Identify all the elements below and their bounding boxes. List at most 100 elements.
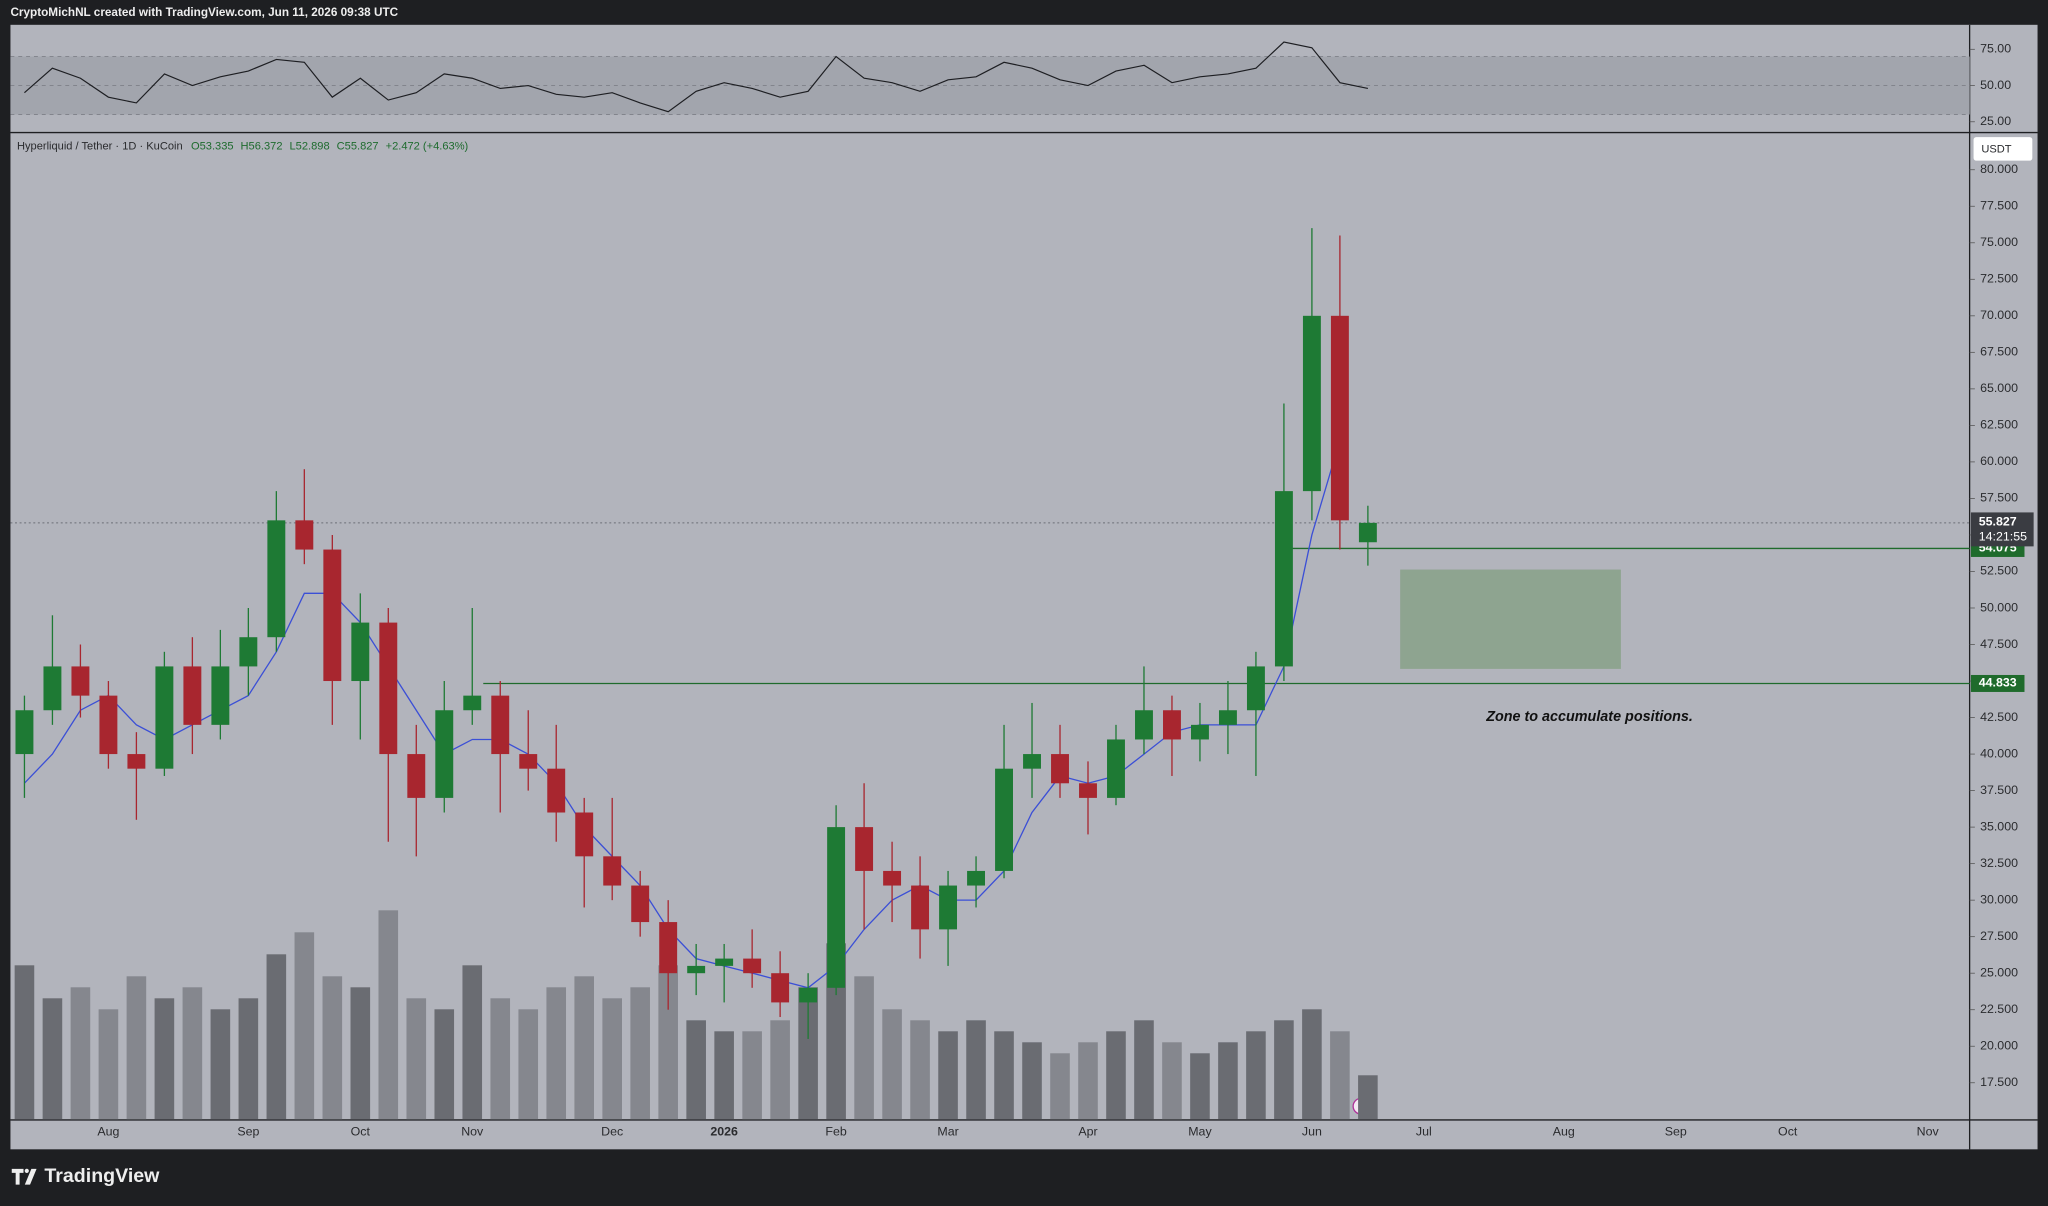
y-tick-label: 47.500 xyxy=(1980,637,2018,651)
y-tick-label: 20.000 xyxy=(1980,1039,2018,1053)
y-tick-label: 52.500 xyxy=(1980,564,2018,578)
candle-body xyxy=(435,710,454,798)
candle-body xyxy=(659,922,678,974)
candle-body xyxy=(603,856,622,886)
x-tick-label: Feb xyxy=(825,1125,846,1139)
volume-bar xyxy=(378,910,399,1120)
candle-body xyxy=(1330,315,1349,521)
y-tick-label: 37.500 xyxy=(1980,783,2018,797)
candle-body xyxy=(71,666,90,696)
candle-body xyxy=(1274,491,1293,667)
volume-bar xyxy=(1246,1031,1266,1120)
candle-body xyxy=(855,827,874,871)
y-tick-label: 62.500 xyxy=(1980,418,2018,432)
volume-bar xyxy=(182,987,203,1120)
volume-bar xyxy=(294,932,315,1120)
countdown: 14:21:55 xyxy=(1979,530,2027,544)
candle-body xyxy=(799,987,818,1003)
credit: CryptoMichNL created with TradingView.co… xyxy=(10,6,398,19)
brand: TradingView xyxy=(44,1165,160,1187)
x-tick-label: Nov xyxy=(1917,1125,1940,1139)
volume-bar xyxy=(742,1031,762,1120)
volume-bar xyxy=(770,1020,790,1120)
y-tick-label: 50.000 xyxy=(1980,600,2018,614)
currency: USDT xyxy=(1981,143,2011,155)
volume-bar xyxy=(994,1031,1014,1120)
candle-body xyxy=(1051,754,1069,784)
y-tick-label: 40.000 xyxy=(1980,746,2018,760)
y-tick-label: 80.000 xyxy=(1980,162,2018,176)
x-tick-label: Oct xyxy=(1778,1125,1798,1139)
candle-body xyxy=(155,666,174,769)
y-tick-label: 25.000 xyxy=(1980,965,2018,979)
candle-body xyxy=(547,768,566,813)
legend-change: +2.472 (+4.63%) xyxy=(386,140,469,152)
candle-body xyxy=(939,885,958,930)
candle-body xyxy=(351,622,370,682)
volume-bar xyxy=(42,998,63,1120)
candle-body xyxy=(183,666,202,725)
volume-bar xyxy=(1302,1009,1322,1120)
volume-bar xyxy=(658,965,678,1120)
volume-bar xyxy=(518,1009,539,1120)
volume-bar xyxy=(154,998,175,1120)
volume-bar xyxy=(126,976,147,1120)
volume-bar xyxy=(98,1009,119,1120)
rsi-line xyxy=(24,41,1369,113)
volume-bar xyxy=(70,987,91,1120)
candle-body xyxy=(1079,783,1097,798)
volume-bar xyxy=(910,1020,930,1120)
volume-bar xyxy=(406,998,427,1120)
candle-body xyxy=(463,695,482,711)
x-tick-label: Aug xyxy=(1553,1125,1575,1139)
x-tick-label: Jul xyxy=(1416,1125,1432,1139)
candle-body xyxy=(1302,315,1321,492)
candle-body xyxy=(491,695,510,755)
legend-open: O53.335 xyxy=(191,140,234,152)
accumulation-zone xyxy=(1400,569,1621,669)
candle-body xyxy=(995,768,1013,871)
volume-bar xyxy=(1274,1020,1294,1120)
level-label: 44.833 xyxy=(1979,676,2017,690)
y-tick-label: 75.000 xyxy=(1980,235,2018,249)
x-tick-label: 2026 xyxy=(710,1125,738,1139)
volume-bar xyxy=(14,965,35,1120)
candle-body xyxy=(715,958,734,966)
candle-body xyxy=(379,622,398,755)
volume-bar xyxy=(854,976,874,1120)
volume-bar xyxy=(1190,1053,1210,1120)
volume-bar xyxy=(1162,1042,1182,1120)
candle-body xyxy=(239,637,258,667)
volume-bar xyxy=(210,1009,231,1120)
volume-bar xyxy=(1106,1031,1126,1120)
candle-body xyxy=(1218,710,1237,725)
volume-bar xyxy=(462,965,483,1120)
rsi-tick-label: 25.00 xyxy=(1980,114,2011,128)
x-tick-label: Sep xyxy=(237,1125,259,1139)
volume-bar xyxy=(238,998,259,1120)
zone-label: Zone to accumulate positions. xyxy=(1485,709,1693,725)
candle-body xyxy=(407,754,426,798)
volume-bar xyxy=(1218,1042,1238,1120)
candle-body xyxy=(519,754,538,769)
y-tick-label: 42.500 xyxy=(1980,710,2018,724)
candle-body xyxy=(211,666,230,725)
y-tick-label: 22.500 xyxy=(1980,1002,2018,1016)
volume-bar xyxy=(966,1020,986,1120)
volume-bar xyxy=(882,1009,902,1120)
candle-body xyxy=(1135,710,1153,740)
rsi-tick-label: 50.00 xyxy=(1980,78,2011,92)
candle-body xyxy=(43,666,62,711)
candle-body xyxy=(323,549,342,682)
y-tick-label: 32.500 xyxy=(1980,856,2018,870)
x-tick-label: Mar xyxy=(937,1125,958,1139)
x-tick-label: Aug xyxy=(97,1125,119,1139)
candle-body xyxy=(911,885,930,930)
volume-bar xyxy=(266,954,287,1120)
legend-close: C55.827 xyxy=(337,140,379,152)
candle-body xyxy=(883,870,902,886)
y-tick-label: 17.500 xyxy=(1980,1075,2018,1089)
volume-bar xyxy=(630,987,650,1120)
